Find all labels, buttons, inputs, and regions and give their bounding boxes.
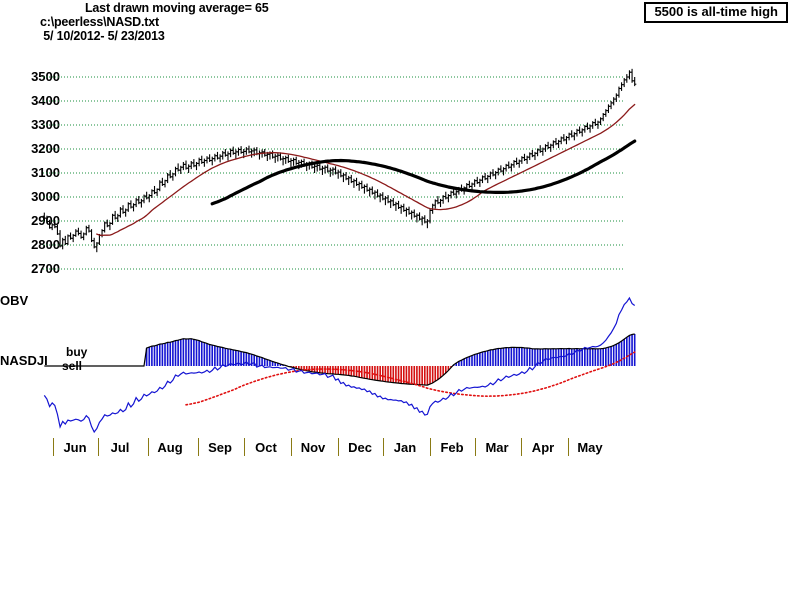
price-axis-tick: 3400 — [31, 93, 60, 108]
month-tick — [475, 438, 476, 456]
month-label: Feb — [440, 440, 464, 455]
price-axis-tick: 3200 — [31, 141, 60, 156]
short-moving-average-line — [96, 103, 636, 237]
price-axis-tick: 3000 — [31, 189, 60, 204]
price-axis-tick: 2900 — [31, 213, 60, 228]
month-label: May — [577, 440, 603, 455]
month-label: Dec — [348, 440, 372, 455]
month-tick — [383, 438, 384, 456]
price-axis-tick: 3100 — [31, 165, 60, 180]
month-axis: Jun Jul Aug Sep Oct Nov Dec Jan Feb Mar Apr May — [0, 438, 800, 462]
price-axis-labels: 3500 3400 3300 3200 3100 3000 2900 2800 2700 — [8, 0, 60, 300]
buy-signal-label: buy — [66, 345, 88, 359]
date-range-label: 5/ 10/2012- 5/ 23/2013 — [40, 29, 165, 43]
month-label: Mar — [485, 440, 509, 455]
month-label: Aug — [157, 440, 183, 455]
price-axis-tick: 2700 — [31, 261, 60, 276]
month-label: Sep — [208, 440, 232, 455]
month-tick — [338, 438, 339, 456]
month-tick — [98, 438, 99, 456]
month-tick — [53, 438, 54, 456]
month-label: Jul — [110, 440, 130, 455]
moving-average-note: Last drawn moving average= 65 — [85, 1, 269, 15]
month-tick — [430, 438, 431, 456]
price-gridlines — [43, 76, 625, 270]
obv-moving-average-line — [185, 351, 636, 406]
month-tick — [148, 438, 149, 456]
index-panel-label: NASDJI — [0, 353, 48, 368]
month-label: Oct — [255, 440, 277, 455]
month-tick — [198, 438, 199, 456]
month-tick — [291, 438, 292, 456]
month-tick — [568, 438, 569, 456]
file-path-label: c:\peerless\NASD.txt — [40, 15, 159, 29]
month-tick — [521, 438, 522, 456]
price-axis-tick: 3300 — [31, 117, 60, 132]
buy-sell-bars — [145, 334, 636, 386]
price-axis-tick: 3500 — [31, 69, 60, 84]
month-label: Jun — [63, 440, 87, 455]
month-label: Apr — [531, 440, 555, 455]
month-label: Nov — [300, 440, 326, 455]
long-moving-average-line — [210, 139, 637, 206]
obv-line — [43, 296, 636, 434]
obv-panel-label: OBV — [0, 293, 29, 308]
month-tick — [244, 438, 245, 456]
price-axis-tick: 2800 — [31, 237, 60, 252]
month-label: Jan — [393, 440, 417, 455]
accumulation-oscillator-line — [44, 333, 635, 386]
all-time-high-badge: 5500 is all-time high — [644, 2, 788, 23]
